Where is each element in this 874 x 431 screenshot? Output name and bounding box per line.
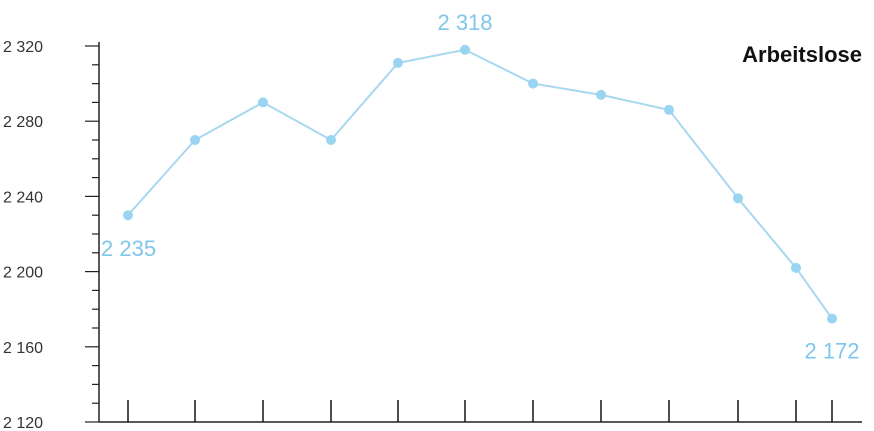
x-axis <box>99 400 862 423</box>
y-tick-label: 2 280 <box>3 114 43 131</box>
data-point <box>258 97 268 108</box>
chart-title: Arbeitslose <box>742 42 862 67</box>
data-point <box>326 135 336 145</box>
y-tick-label: 2 320 <box>3 39 43 56</box>
y-axis: 2 120 2 160 2 200 2 240 2 280 2 320 <box>3 39 100 431</box>
data-label: 2 235 <box>101 236 156 261</box>
data-point <box>596 89 606 100</box>
data-labels: 2 235 2 318 2 172 <box>101 10 860 364</box>
data-label: 2 318 <box>437 10 492 35</box>
data-point <box>528 78 538 89</box>
data-point <box>791 262 801 273</box>
data-point <box>460 44 470 55</box>
data-point <box>664 104 674 115</box>
data-point <box>827 313 837 324</box>
data-point <box>190 135 200 145</box>
y-tick-label: 2 240 <box>3 189 43 206</box>
y-tick-label: 2 120 <box>3 415 43 431</box>
series-line <box>127 48 833 320</box>
data-point <box>393 57 403 68</box>
data-point <box>123 210 133 221</box>
series-line-group <box>123 44 837 324</box>
data-point <box>733 193 743 204</box>
data-label: 2 172 <box>804 339 859 364</box>
y-tick-label: 2 160 <box>3 340 43 357</box>
y-tick-label: 2 200 <box>3 265 43 282</box>
